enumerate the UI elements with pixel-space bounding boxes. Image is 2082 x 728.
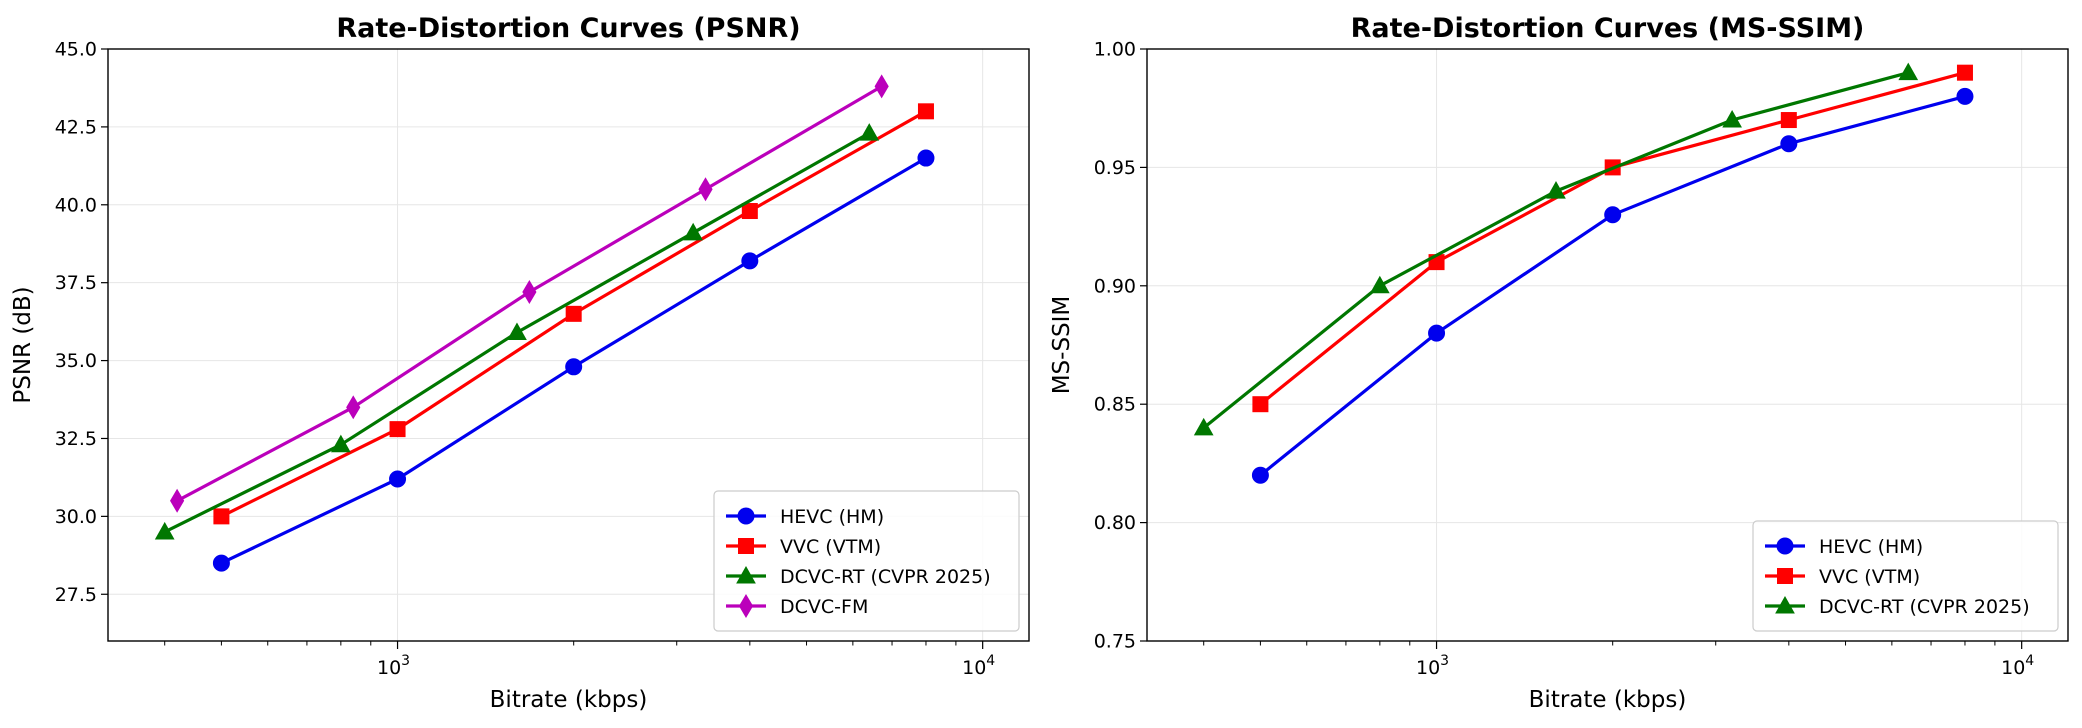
series-vvc-vtm bbox=[1252, 64, 1973, 413]
data-point bbox=[507, 322, 527, 341]
y-tick-label: 0.75 bbox=[1094, 631, 1136, 653]
data-point bbox=[741, 203, 758, 220]
x-tick-label: 104 bbox=[2001, 653, 2034, 679]
x-axis-label: Bitrate (kbps) bbox=[1529, 687, 1687, 713]
data-point bbox=[874, 74, 889, 99]
legend-marker bbox=[1775, 595, 1795, 614]
data-point bbox=[1369, 275, 1390, 294]
x-tick-label: 104 bbox=[962, 653, 995, 679]
series-line bbox=[1259, 71, 1966, 406]
series-hevc-hm bbox=[1251, 87, 1974, 484]
legend-marker bbox=[736, 565, 756, 584]
legend-entry: HEVC (HM) bbox=[1765, 536, 1923, 558]
chart-panel-1: 27.5 30.0 32.5 35.0 37.5 40.0 42.5 45.0 103 104 Ra… bbox=[10, 13, 1030, 713]
y-tick-label: 0.95 bbox=[1094, 157, 1136, 179]
y-tick-label: 27.5 bbox=[55, 584, 97, 606]
data-point bbox=[1604, 206, 1622, 224]
data-point bbox=[389, 470, 407, 488]
data-point bbox=[1252, 396, 1269, 413]
y-tick-label: 0.90 bbox=[1094, 275, 1136, 297]
chart-title: Rate-Distortion Curves (MS-SSIM) bbox=[1351, 13, 1865, 44]
legend-entry: VVC (VTM) bbox=[1765, 566, 1920, 588]
data-point bbox=[1956, 87, 1974, 105]
y-tick-label: 32.5 bbox=[55, 428, 97, 450]
legend-marker bbox=[1777, 568, 1793, 584]
legend-marker bbox=[738, 594, 754, 618]
legend-entry: DCVC-FM bbox=[726, 594, 868, 618]
legend-label: VVC (VTM) bbox=[780, 536, 881, 558]
data-point bbox=[741, 252, 759, 270]
data-point bbox=[859, 123, 880, 141]
data-point bbox=[1546, 181, 1566, 199]
legend: HEVC (HM) VVC (VTM) DCVC-RT (CVPR 2025) DCV… bbox=[713, 490, 1020, 632]
chart-title: Rate-Distortion Curves (PSNR) bbox=[336, 13, 800, 44]
series-dcvc-rt-cvpr-2025 bbox=[1193, 62, 1919, 436]
legend: HEVC (HM) VVC (VTM) DCVC-RT (CVPR 2025) bbox=[1752, 520, 2059, 632]
series-dcvc-rt-cvpr-2025 bbox=[154, 123, 880, 540]
y-axis-label: MS-SSIM bbox=[1049, 296, 1075, 395]
legend-label: DCVC-RT (CVPR 2025) bbox=[1819, 596, 2030, 618]
y-tick-label: 42.5 bbox=[55, 116, 97, 138]
x-tick-label: 103 bbox=[377, 653, 410, 679]
y-tick-label: 37.5 bbox=[55, 272, 97, 294]
legend-label: DCVC-RT (CVPR 2025) bbox=[780, 566, 991, 588]
data-point bbox=[683, 222, 703, 241]
data-point bbox=[154, 521, 175, 540]
data-point bbox=[565, 358, 583, 376]
legend-entry: HEVC (HM) bbox=[726, 506, 884, 528]
data-point bbox=[1780, 112, 1797, 129]
series-line bbox=[1202, 71, 1909, 430]
data-point bbox=[1956, 64, 1973, 81]
legend-marker bbox=[737, 507, 755, 525]
data-point bbox=[213, 508, 230, 525]
y-tick-label: 0.80 bbox=[1094, 512, 1136, 534]
legend-label: VVC (VTM) bbox=[1819, 566, 1920, 588]
data-point bbox=[1722, 110, 1742, 128]
data-point bbox=[346, 395, 361, 420]
data-point bbox=[330, 434, 351, 453]
y-tick-label: 35.0 bbox=[55, 350, 97, 372]
x-tick-label: 103 bbox=[1416, 653, 1449, 679]
y-axis-label: PSNR (dB) bbox=[10, 286, 36, 403]
legend-box bbox=[1752, 520, 2059, 632]
series-dcvc-fm bbox=[170, 74, 889, 513]
data-point bbox=[1428, 324, 1446, 342]
y-tick-label: 0.85 bbox=[1094, 394, 1136, 416]
legend-label: DCVC-FM bbox=[780, 596, 868, 618]
y-tick-label: 1.00 bbox=[1094, 39, 1136, 61]
plot-frame bbox=[1146, 48, 2069, 642]
series-vvc-vtm bbox=[213, 103, 934, 525]
legend-marker bbox=[1776, 537, 1794, 555]
y-tick-label: 30.0 bbox=[55, 506, 97, 528]
chart-panel-2: 0.75 0.80 0.85 0.90 0.95 1.00 103 104 Rate-Disto… bbox=[1049, 13, 2069, 713]
series-hevc-hm bbox=[212, 149, 935, 572]
data-point bbox=[212, 554, 230, 572]
legend-entry: DCVC-RT (CVPR 2025) bbox=[1765, 595, 2030, 618]
data-point bbox=[1251, 466, 1269, 484]
y-tick-label: 45.0 bbox=[55, 39, 97, 61]
y-tick-label: 40.0 bbox=[55, 194, 97, 216]
plot-frame bbox=[107, 48, 1030, 642]
legend-label: HEVC (HM) bbox=[1819, 536, 1923, 558]
x-axis-label: Bitrate (kbps) bbox=[490, 687, 648, 713]
data-point bbox=[1898, 62, 1919, 81]
data-point bbox=[170, 488, 185, 513]
data-point bbox=[917, 103, 934, 120]
legend-label: HEVC (HM) bbox=[780, 506, 884, 528]
legend-box bbox=[713, 490, 1020, 632]
legend-entry: VVC (VTM) bbox=[726, 536, 881, 558]
data-point bbox=[389, 421, 406, 438]
data-point bbox=[565, 305, 582, 322]
data-point bbox=[917, 149, 935, 167]
data-point bbox=[522, 280, 537, 305]
data-point bbox=[1193, 417, 1214, 436]
legend-marker bbox=[738, 538, 754, 554]
legend-entry: DCVC-RT (CVPR 2025) bbox=[726, 565, 991, 588]
data-point bbox=[698, 177, 713, 202]
data-point bbox=[1780, 135, 1798, 153]
